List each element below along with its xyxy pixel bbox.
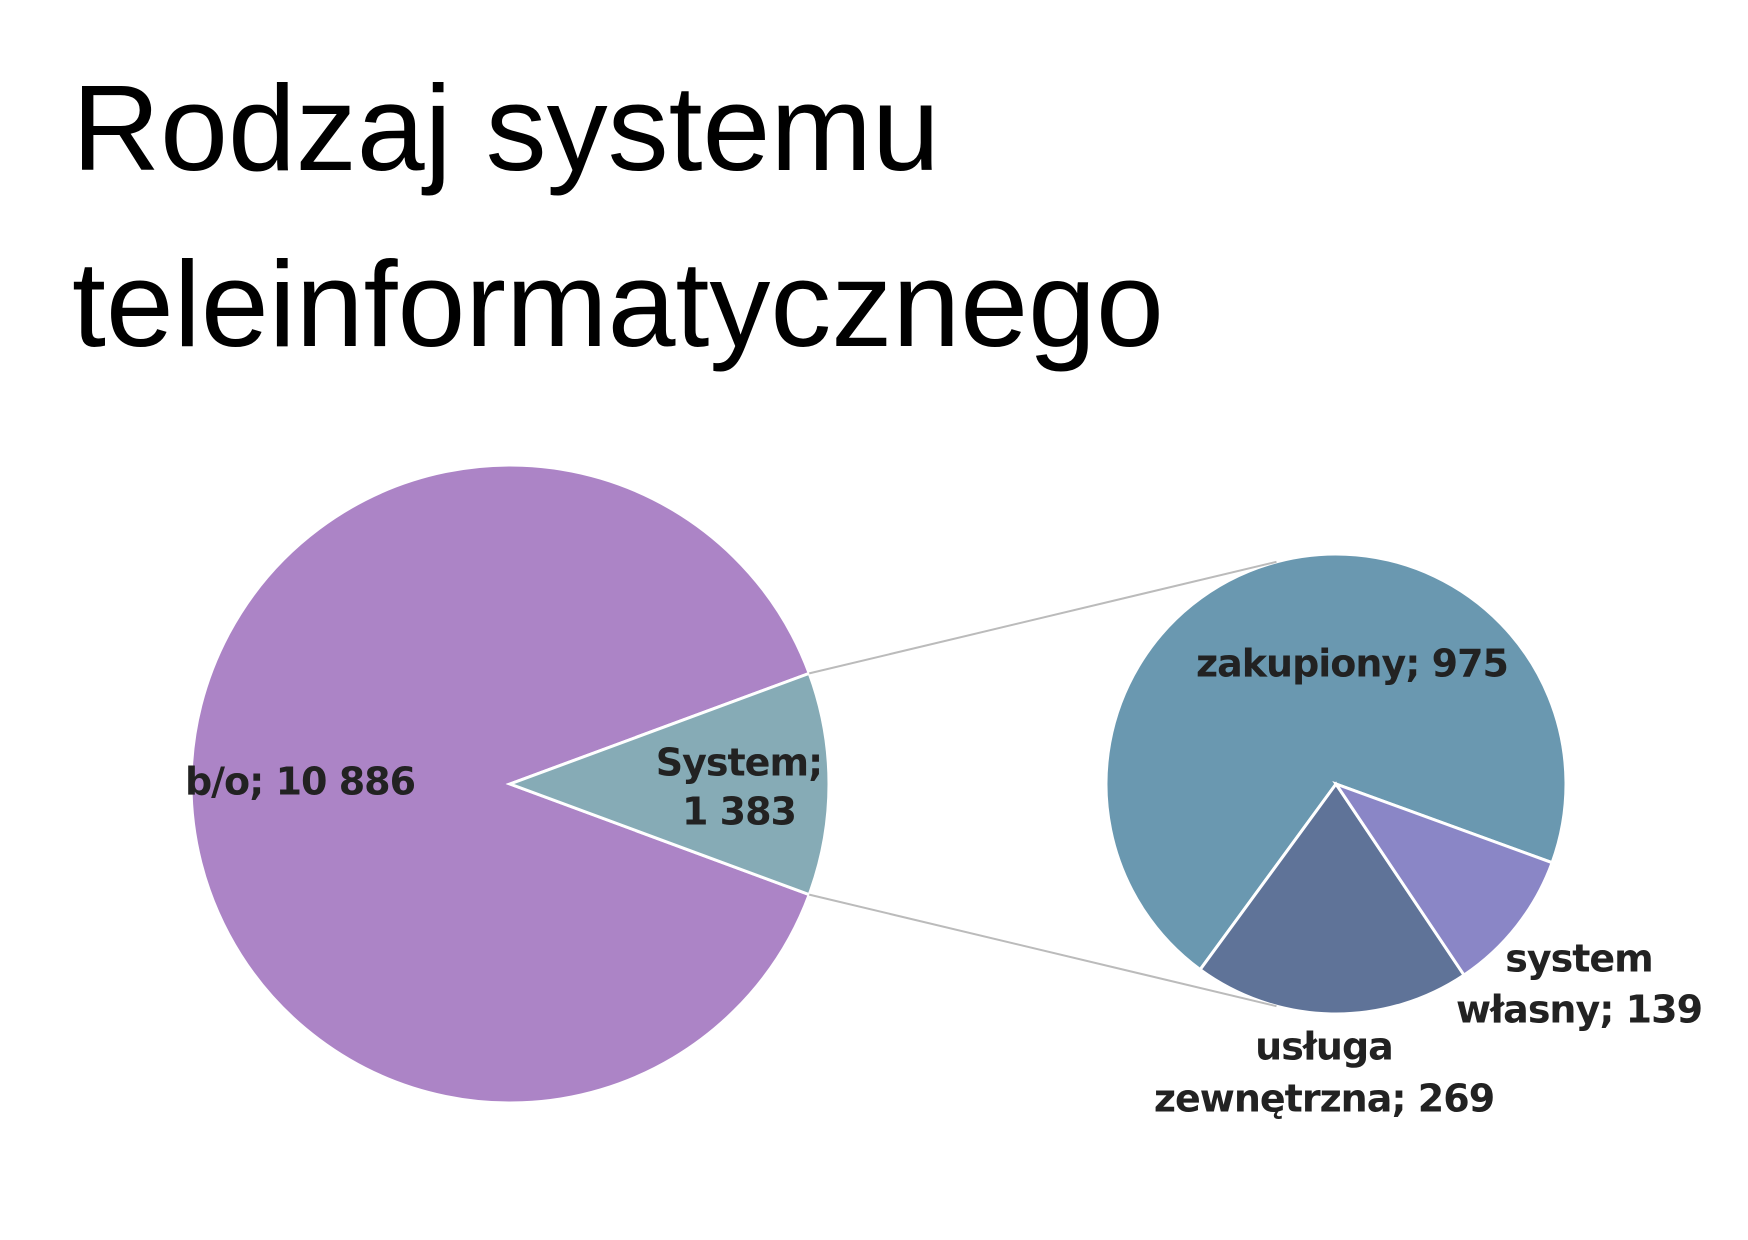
connector-line <box>808 560 1277 675</box>
data-label: własny; 139 <box>1456 988 1702 1032</box>
data-label: usługa <box>1255 1025 1393 1069</box>
data-label: zakupiony; 975 <box>1196 642 1508 686</box>
data-label: System; <box>656 741 823 785</box>
data-label: zewnętrzna; 269 <box>1154 1077 1494 1121</box>
data-label: 1 383 <box>682 790 796 834</box>
data-label: system <box>1505 937 1653 981</box>
pie-slice <box>1332 781 1555 978</box>
connector-line <box>808 893 1277 1008</box>
pie-slice <box>505 671 831 897</box>
pie-slice <box>1198 781 1467 1016</box>
pie-slice <box>189 463 812 1105</box>
data-label: b/o; 10 886 <box>185 760 415 804</box>
chart-title: Rodzaj systemu teleinformatycznego <box>72 60 1164 372</box>
